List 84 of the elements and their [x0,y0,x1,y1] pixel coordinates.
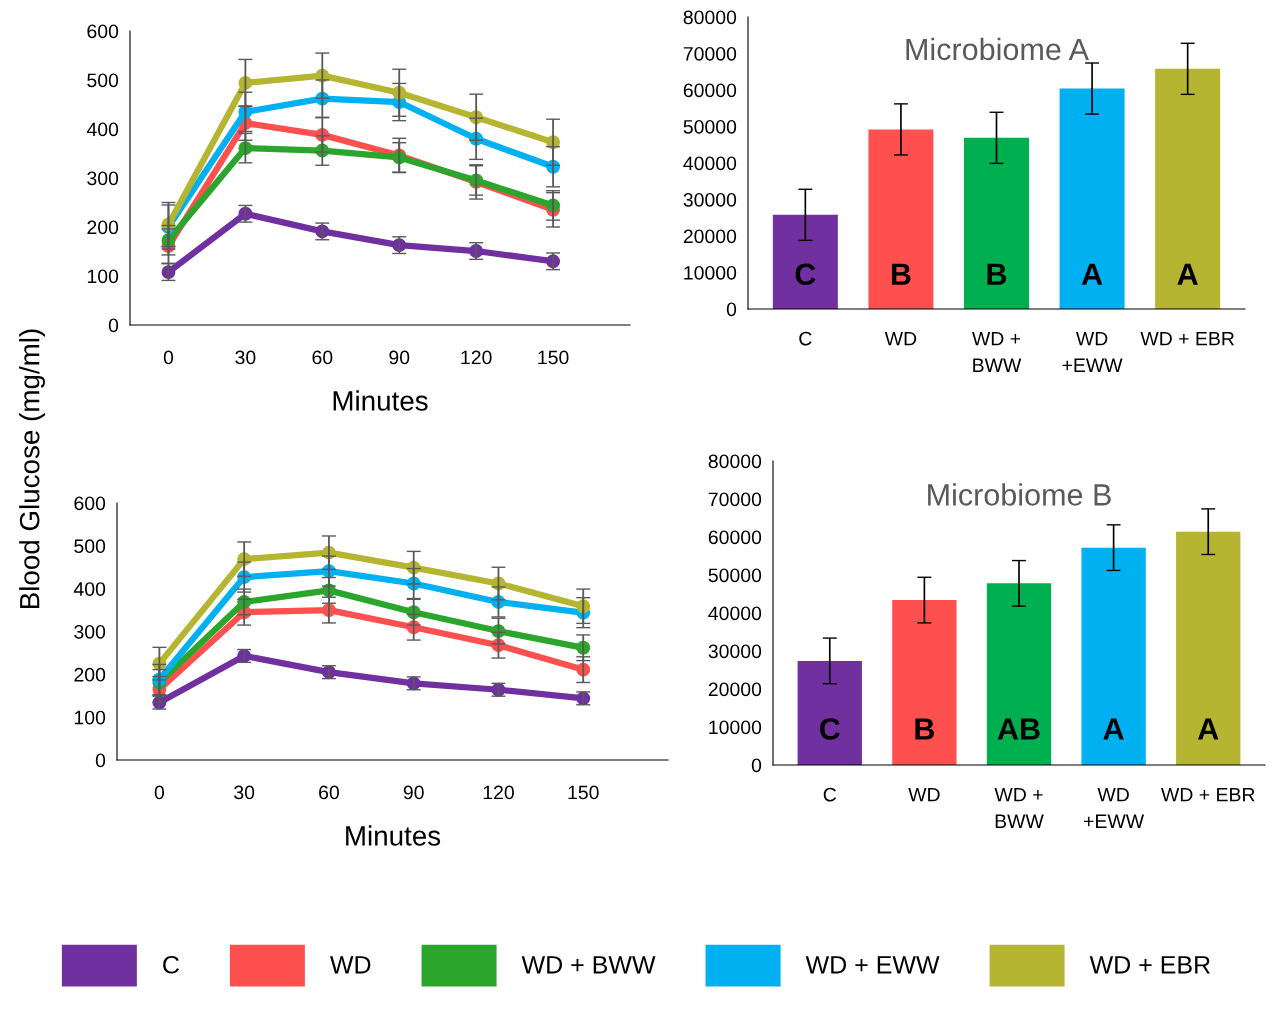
y-tick-label: 30000 [708,644,762,659]
x-tick-label: WD [884,331,917,346]
bar [868,129,934,309]
x-tick-label: WD +EWW [1062,331,1123,372]
y-tick-label: 40000 [708,606,762,621]
y-axis-title: Blood Glucose (mg/ml) [19,329,45,609]
y-tick-label: 600 [74,496,106,511]
y-tick-label: 500 [74,539,106,554]
x-tick-label: WD + BWW [994,787,1044,828]
y-tick-label: 200 [87,220,119,235]
y-tick-label: 60000 [683,83,737,98]
annotation: A [1081,263,1103,285]
y-tick-label: 400 [86,122,119,137]
bar [797,660,862,765]
y-tick-label: 80000 [683,10,737,25]
y-tick-label: 50000 [708,568,762,583]
y-tick-label: 20000 [683,229,737,244]
x-tick-label: 90 [403,785,424,800]
annotation: A [1177,263,1198,285]
y-tick-label: 80000 [708,454,762,469]
x-tick-label: C [823,787,837,802]
bar [1081,547,1146,765]
bar [772,214,838,309]
x-tick-label: WD +EWW [1084,787,1145,828]
x-tick-label: 0 [163,350,174,365]
y-tick-label: 100 [87,269,119,284]
annotation: C [819,718,840,740]
y-tick-label: 500 [87,73,119,88]
y-tick-label: 70000 [683,46,737,61]
annotation: B [891,263,911,285]
x-tick-label: 120 [483,785,514,800]
x-tick-label: C [799,331,812,346]
y-tick-label: 300 [74,624,106,639]
x-axis-title: Minutes [333,390,428,411]
x-tick-label: 30 [235,350,256,365]
y-tick-label: 600 [87,24,119,39]
x-tick-label: WD + BWW [972,331,1022,372]
bar [1059,88,1125,309]
legend-label: WD + EWW [805,956,940,974]
x-tick-label: 0 [154,785,165,800]
text: Microbiome A [906,37,1089,61]
x-tick-label: 150 [538,350,569,365]
legend-label: WD + EBR [1089,956,1210,974]
y-tick-label: 400 [73,582,106,596]
y-tick-label: 10000 [684,265,737,280]
y-tick-label: 300 [87,171,119,186]
y-tick-label: 100 [74,710,106,725]
y-tick-label: 0 [108,318,119,333]
y-tick-label: 60000 [708,530,762,545]
y-tick-label: 0 [95,753,106,768]
x-tick-label: 150 [568,785,599,800]
x-tick-label: 90 [389,350,410,365]
y-tick-label: 30000 [683,192,737,207]
annotation: B [987,263,1007,285]
bar [892,600,957,765]
y-tick-label: 50000 [683,119,737,134]
y-tick-label: 0 [726,302,737,317]
y-tick-label: 0 [751,758,762,773]
annotation: C [795,263,816,286]
x-tick-label: WD + EBR [1140,331,1235,346]
x-tick-label: WD [908,787,940,802]
y-tick-label: 20000 [708,682,762,697]
x-tick-label: 60 [319,785,339,800]
annotation: A [1197,718,1219,740]
x-tick-label: WD + EBR [1161,787,1255,802]
x-tick-label: 120 [461,350,492,365]
y-tick-label: 40000 [683,156,737,171]
y-tick-label: 70000 [708,492,762,507]
x-tick-label: 30 [234,785,255,800]
bar [1176,531,1241,765]
annotation: AB [997,718,1040,740]
text: Microbiome B [928,483,1111,506]
annotation: A [1103,718,1124,740]
bar [986,583,1052,765]
annotation: B [915,718,935,740]
x-tick-label: 60 [312,350,333,365]
legend-label: WD [330,956,371,974]
bar [964,137,1029,309]
x-axis-title: Minutes [346,825,441,846]
legend-label: WD + BWW [521,956,656,974]
legend-label: C [163,955,179,974]
y-tick-label: 200 [74,667,106,682]
y-tick-label: 10000 [709,720,762,735]
bar [1155,68,1221,309]
